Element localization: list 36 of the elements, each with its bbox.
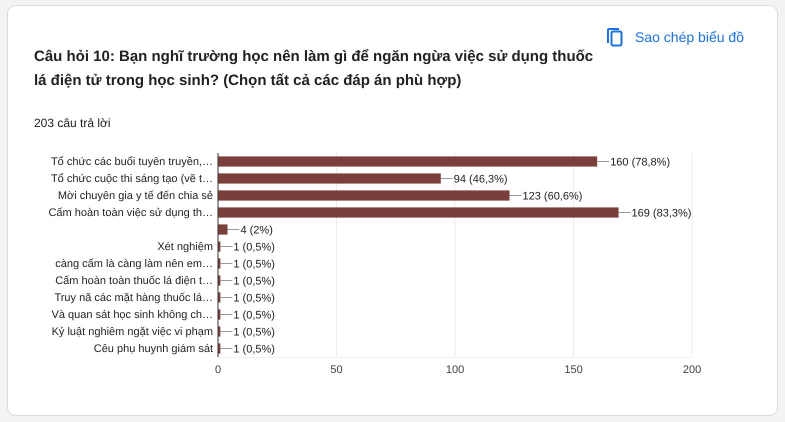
text: 203 câu trả lời bbox=[34, 116, 111, 130]
bar bbox=[218, 190, 510, 201]
data-label: 123 (60,6%) bbox=[522, 190, 582, 202]
bar bbox=[218, 207, 619, 218]
x-tick-label: 100 bbox=[446, 364, 464, 376]
y-tick-label: Cêu phụ huynh giám sát bbox=[94, 343, 213, 356]
y-tick-label: Kỷ luật nghiêm ngặt việc vi phạm bbox=[52, 326, 213, 338]
data-label: 1 (0,5%) bbox=[233, 326, 275, 338]
bar bbox=[218, 173, 441, 184]
chart-title: Câu hỏi 10: Bạn nghĩ trường học nên làm gì để ngăn ngừa việc sử dụng thuốc lá điện tử trong học sinh? (Chọn tất cả các đáp án phù hợp) bbox=[34, 48, 594, 89]
data-label: 94 (46,3%) bbox=[454, 173, 508, 186]
data-label: 1 (0,5%) bbox=[233, 241, 275, 254]
y-tick-label: Truy nã các mặt hàng thuốc lá… bbox=[54, 292, 213, 304]
data-label: 1 (0,5%) bbox=[233, 292, 275, 304]
data-label: 1 (0,5%) bbox=[233, 275, 275, 288]
data-label: 1 (0,5%) bbox=[233, 258, 275, 270]
y-tick-label: Xét nghiệm bbox=[157, 241, 213, 254]
y-tick-label: Tổ chức cuộc thi sáng tạo (vẽ t… bbox=[50, 173, 213, 186]
y-tick-label: Tổ chức các buổi tuyên truyền,… bbox=[50, 156, 213, 168]
y-tick-label: Mời chuyên gia y tế đến chia sẻ bbox=[58, 190, 213, 202]
x-tick-label: 150 bbox=[564, 364, 583, 376]
x-tick-label: 200 bbox=[682, 364, 702, 376]
data-label: 1 (0,5%) bbox=[233, 343, 275, 356]
x-tick-label: 50 bbox=[330, 364, 343, 376]
data-label: 160 (78,8%) bbox=[610, 156, 670, 168]
y-tick-label: Và quan sát học sinh không ch… bbox=[52, 309, 213, 322]
data-label: 169 (83,3%) bbox=[632, 207, 692, 220]
y-tick-label: Cấm hoàn toàn thuốc lá điện t… bbox=[55, 275, 213, 288]
y-tick-label: Cấm hoàn toàn việc sử dụng th… bbox=[48, 207, 213, 220]
data-label: 4 (2%) bbox=[240, 224, 273, 236]
y-tick-label: càng cấm là càng làm nên em… bbox=[55, 258, 213, 270]
x-tick-label: 0 bbox=[214, 364, 222, 376]
bar bbox=[218, 156, 598, 167]
text: Sao chép biểu đồ bbox=[635, 29, 744, 45]
data-label: 1 (0,5%) bbox=[233, 309, 275, 322]
bar bbox=[218, 224, 228, 235]
